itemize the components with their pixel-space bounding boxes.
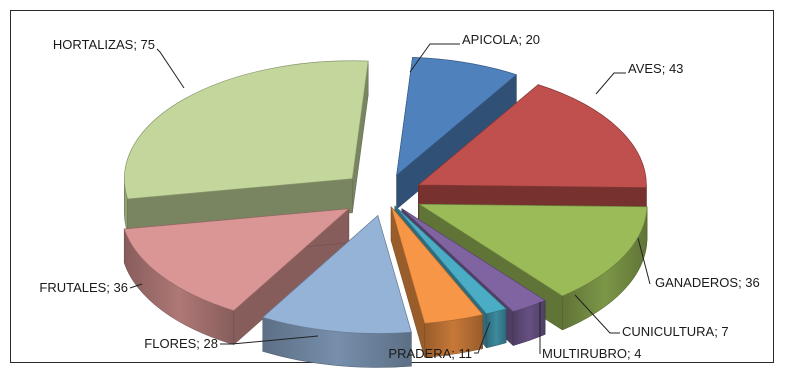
- slice-top-cunicultura: [401, 208, 546, 313]
- slice-top-frutales: [123, 208, 350, 312]
- slice-top-hortalizas: [123, 60, 369, 200]
- slice-top-ganaderos: [417, 203, 648, 297]
- leader-line-apicola: [409, 43, 460, 73]
- data-label-flores: FLORES; 28: [144, 336, 218, 351]
- data-label-ganaderos: GANADEROS; 36: [655, 275, 760, 290]
- slice-apicola: [396, 57, 518, 210]
- data-label-frutales: FRUTALES; 36: [39, 280, 128, 295]
- leader-line-ganaderos: [637, 237, 651, 285]
- slice-frutales: [123, 208, 350, 346]
- slice-top-aves: [417, 84, 647, 188]
- leader-line-cunicultura: [574, 294, 620, 334]
- leader-line-aves: [595, 72, 626, 95]
- slice-top-apicola: [396, 57, 518, 176]
- data-label-apicola: APICOLA; 20: [462, 32, 540, 47]
- data-label-hortalizas: HORTALIZAS; 75: [53, 37, 155, 52]
- slice-hortalizas: [123, 60, 369, 234]
- data-label-cunicultura: CUNICULTURA; 7: [622, 324, 729, 339]
- leader-line-flores: [220, 335, 319, 345]
- slice-top-multirubro: [394, 205, 507, 315]
- slice-outer-wall-multirubro: [486, 308, 507, 349]
- slice-top-pradera: [390, 206, 484, 324]
- data-label-multirubro: MULTIRUBRO; 4: [542, 346, 641, 361]
- slice-top-flores: [262, 214, 412, 334]
- slice-flores: [262, 214, 412, 368]
- slice-pradera: [390, 205, 484, 358]
- leader-line-pradera: [474, 321, 491, 354]
- leader-line-frutales: [129, 283, 143, 289]
- leader-line-hortalizas: [156, 48, 185, 89]
- data-label-pradera: PRADERA; 11: [388, 346, 472, 361]
- data-label-aves: AVES; 43: [628, 61, 683, 76]
